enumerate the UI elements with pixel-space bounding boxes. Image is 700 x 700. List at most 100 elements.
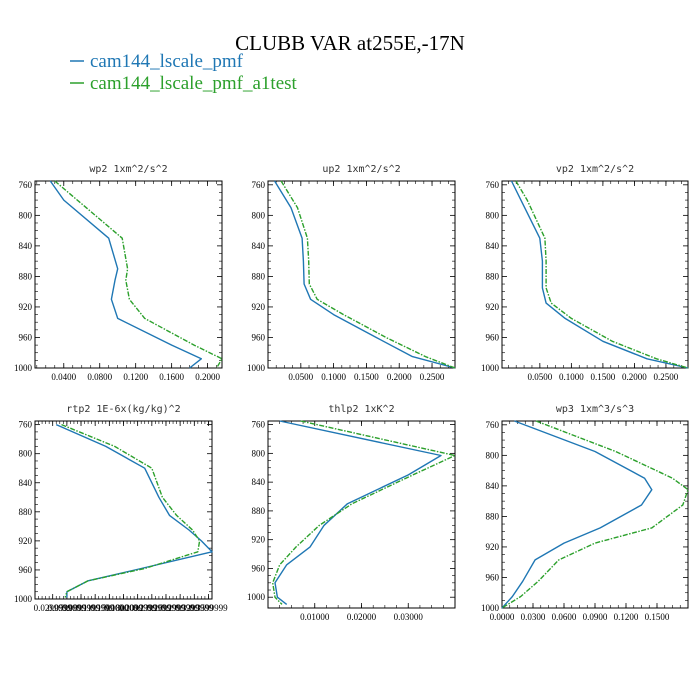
y-tick-label: 1000 [14, 363, 33, 373]
x-tick-label: 0.2500 [420, 372, 445, 382]
x-tick-label: 0.2500 [654, 372, 679, 382]
y-tick-label: 800 [486, 210, 500, 220]
x-tick-label: 0.1200 [614, 612, 639, 622]
subplot-5: thlp2 1xK^2 760 800 840 880 920 960 1000 0.01000… [247, 404, 456, 622]
y-tick-label: 960 [19, 332, 33, 342]
axes-frame [501, 180, 689, 369]
y-tick-label: 840 [252, 241, 266, 251]
y-tick-label: 840 [486, 481, 500, 491]
subplot-title: rtp2 1E-6x(kg/kg)^2 [66, 404, 180, 415]
y-tick-label: 920 [19, 536, 33, 546]
y-tick-label: 920 [252, 535, 266, 545]
subplot-6: wp3 1xm^3/s^3 760 800 840 880 920 960 10000.000… [481, 404, 689, 622]
y-tick-label: 840 [252, 477, 266, 487]
x-tick-label: 0.1800000 [104, 603, 143, 613]
y-tick-label: 960 [19, 565, 33, 575]
y-tick-label: 760 [252, 180, 266, 190]
y-tick-label: 760 [19, 180, 33, 190]
x-tick-label: 0.2699999 [147, 603, 186, 613]
series-line-pmf [274, 180, 456, 369]
x-tick-label: 0.1500 [354, 372, 379, 382]
x-tick-label: 0.0599999 [48, 603, 87, 613]
subplot-title: vp2 1xm^2/s^2 [556, 164, 634, 175]
series-line-pmf [501, 420, 653, 609]
y-tick-label: 960 [486, 332, 500, 342]
axes-frame [501, 420, 689, 609]
x-tick-label: 0.2099999 [119, 603, 158, 613]
x-tick-label: 0.01000 [300, 612, 330, 622]
y-tick-label: 920 [486, 302, 500, 312]
x-tick-label: 0.1500 [591, 372, 616, 382]
y-tick-label: 800 [252, 448, 266, 458]
legend-label-pmf: cam144_lscale_pmf [90, 51, 244, 72]
x-tick-label: 0.0400 [51, 372, 76, 382]
x-tick-label: 0.0800 [87, 372, 112, 382]
x-tick-label: 0.1500 [645, 612, 670, 622]
series-line-a1test [501, 420, 689, 609]
x-tick-label: 0.2000 [387, 372, 412, 382]
y-tick-label: 920 [486, 542, 500, 552]
series-line-a1test [54, 180, 223, 369]
y-tick-label: 1000 [481, 363, 500, 373]
y-tick-label: 1000 [247, 363, 266, 373]
y-tick-label: 1000 [247, 592, 266, 602]
x-tick-label: 0.3299999 [175, 603, 214, 613]
y-tick-label: 840 [486, 241, 500, 251]
y-tick-label: 800 [252, 210, 266, 220]
y-tick-label: 920 [19, 302, 33, 312]
y-tick-label: 880 [252, 271, 266, 281]
y-tick-label: 960 [486, 572, 500, 582]
y-tick-label: 880 [19, 271, 33, 281]
x-tick-label: 0.0500 [527, 372, 552, 382]
x-tick-label: 0.2999999 [161, 603, 200, 613]
y-tick-label: 960 [252, 563, 266, 573]
legend: cam144_lscale_pmf cam144_lscale_pmf_a1te… [70, 51, 298, 94]
x-tick-label: 0.1199999 [76, 603, 114, 613]
x-tick-label: 0.0900 [583, 612, 608, 622]
axes-frame [267, 180, 456, 369]
x-tick-label: 0.2399999 [133, 603, 172, 613]
series-line-pmf [49, 180, 203, 369]
series-line-pmf [55, 423, 213, 598]
y-tick-label: 1000 [14, 594, 33, 604]
x-tick-label: 0.2000 [195, 372, 220, 382]
x-tick-label: 0.2000 [622, 372, 647, 382]
y-tick-label: 760 [252, 420, 266, 430]
legend-label-a1test: cam144_lscale_pmf_a1test [90, 73, 298, 94]
x-tick-label: 0.0600 [552, 612, 577, 622]
y-tick-label: 800 [486, 450, 500, 460]
subplot-4: rtp2 1E-6x(kg/kg)^2 760 800 840 880 920 960 100… [14, 404, 228, 613]
series-line-pmf [510, 180, 689, 369]
y-tick-label: 960 [252, 332, 266, 342]
subplot-title: wp2 1xm^2/s^2 [89, 164, 167, 175]
subplot-2: up2 1xm^2/s^2 760 800 840 880 920 960 1000 0.050… [247, 164, 456, 382]
series-line-pmf [274, 420, 442, 605]
y-tick-label: 760 [19, 420, 33, 430]
series-line-a1test [61, 423, 201, 598]
y-tick-label: 880 [486, 271, 500, 281]
subplot-grid: wp2 1xm^2/s^2 760 800 840 880 920 960 1000 0.040… [14, 164, 689, 622]
y-tick-label: 760 [486, 420, 500, 430]
x-tick-label: 0.0300 [521, 612, 546, 622]
axes-frame [267, 420, 456, 609]
x-tick-label: 0.02000 [347, 612, 377, 622]
y-tick-label: 800 [19, 210, 33, 220]
y-tick-label: 920 [252, 302, 266, 312]
x-tick-label: 0.1000 [559, 372, 584, 382]
x-tick-label: 0.3599999 [189, 603, 228, 613]
y-tick-label: 840 [19, 478, 33, 488]
x-tick-label: 0.0299999 [34, 603, 73, 613]
axes-frame [34, 180, 223, 369]
x-tick-label: 0.1200 [123, 372, 148, 382]
subplot-3: vp2 1xm^2/s^2 760 800 840 880 920 960 1000 0.050… [481, 164, 689, 382]
x-tick-label: 0.03000 [394, 612, 424, 622]
x-tick-label: 0.1000 [321, 372, 346, 382]
x-tick-label: 0.0000 [490, 612, 515, 622]
y-tick-label: 1000 [481, 603, 500, 613]
series-line-a1test [272, 420, 456, 605]
subplot-title: up2 1xm^2/s^2 [322, 164, 400, 175]
subplot-1: wp2 1xm^2/s^2 760 800 840 880 920 960 1000 0.040… [14, 164, 223, 382]
y-tick-label: 880 [19, 507, 33, 517]
subplot-title: thlp2 1xK^2 [328, 404, 394, 415]
